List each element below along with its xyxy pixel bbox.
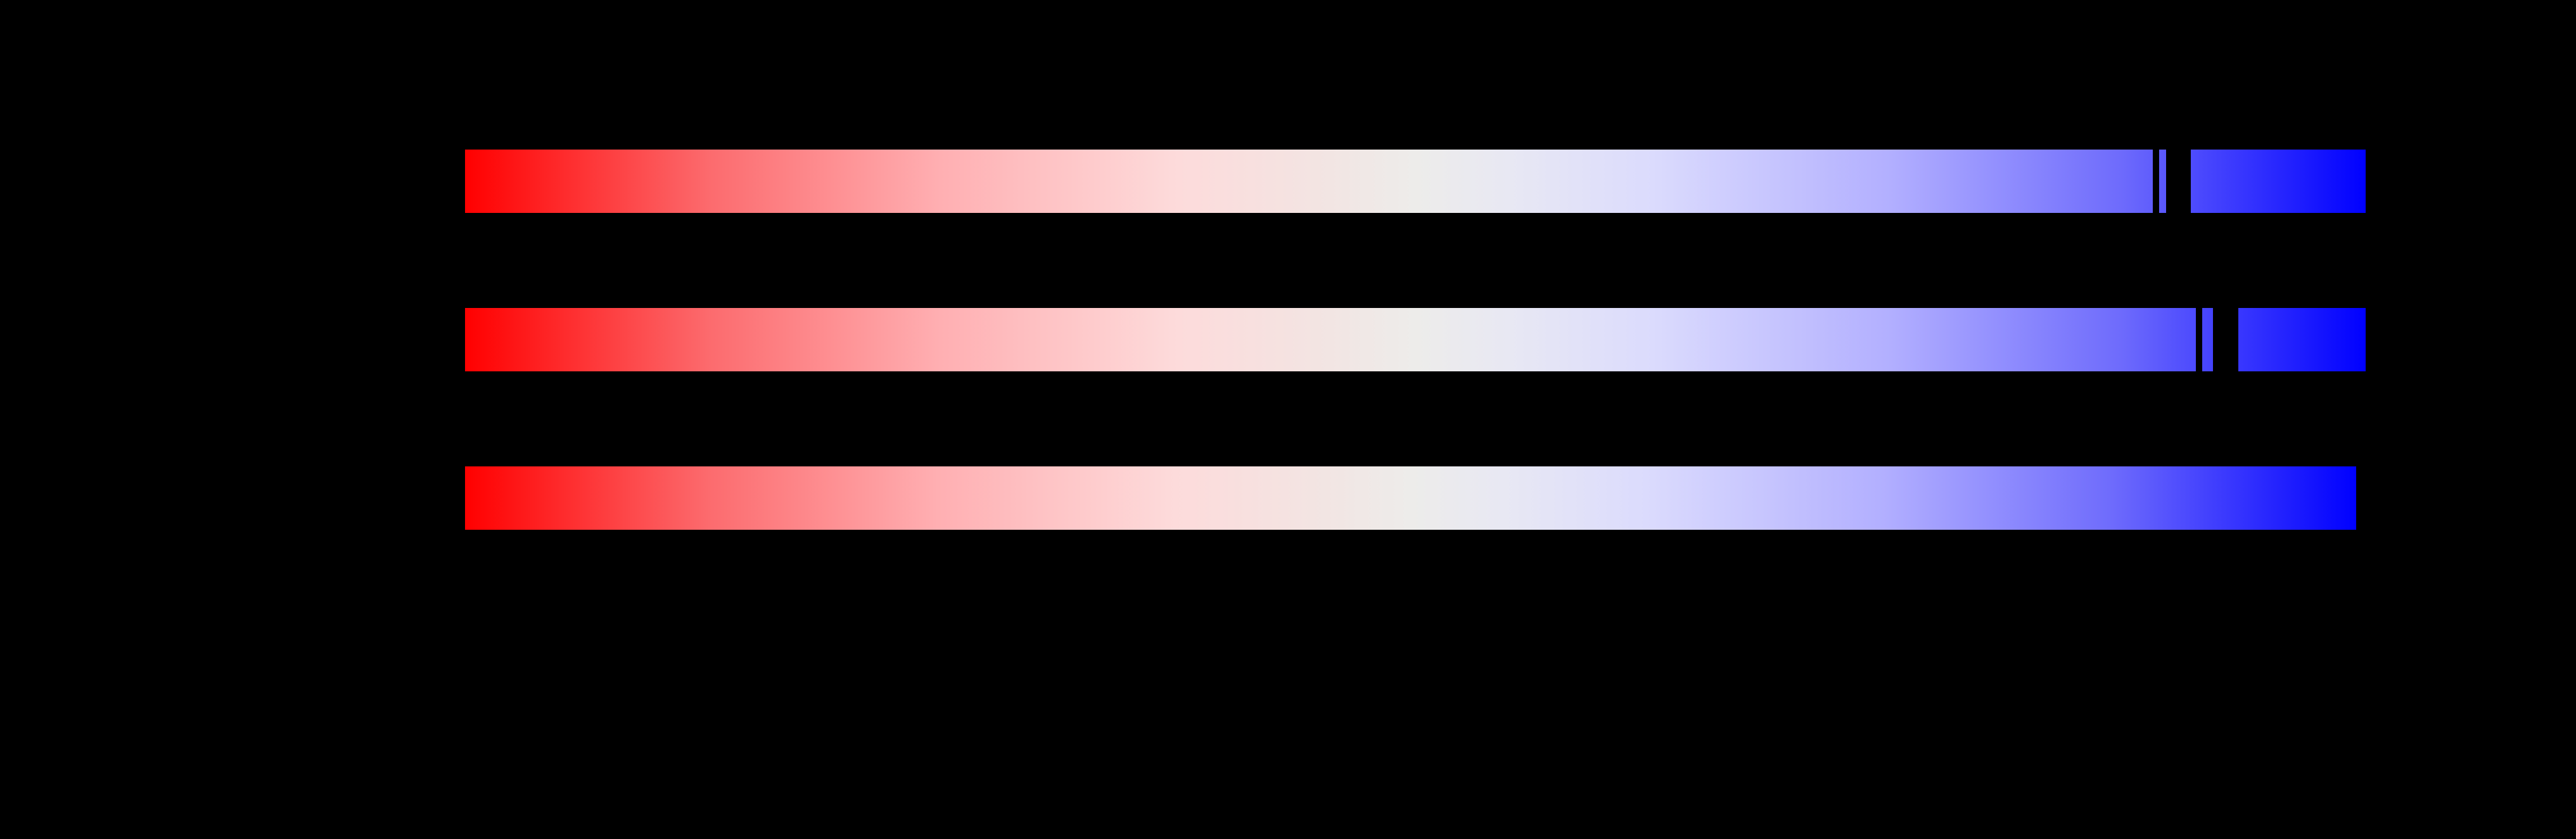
palette-gap bbox=[2166, 150, 2191, 213]
palette-gap bbox=[2153, 150, 2159, 213]
palette-gap bbox=[2196, 308, 2202, 371]
palette-bar-1 bbox=[465, 150, 2366, 213]
palette-bar-3 bbox=[465, 466, 2356, 530]
palette-bar-2 bbox=[465, 308, 2366, 371]
palette-gap bbox=[2213, 308, 2238, 371]
